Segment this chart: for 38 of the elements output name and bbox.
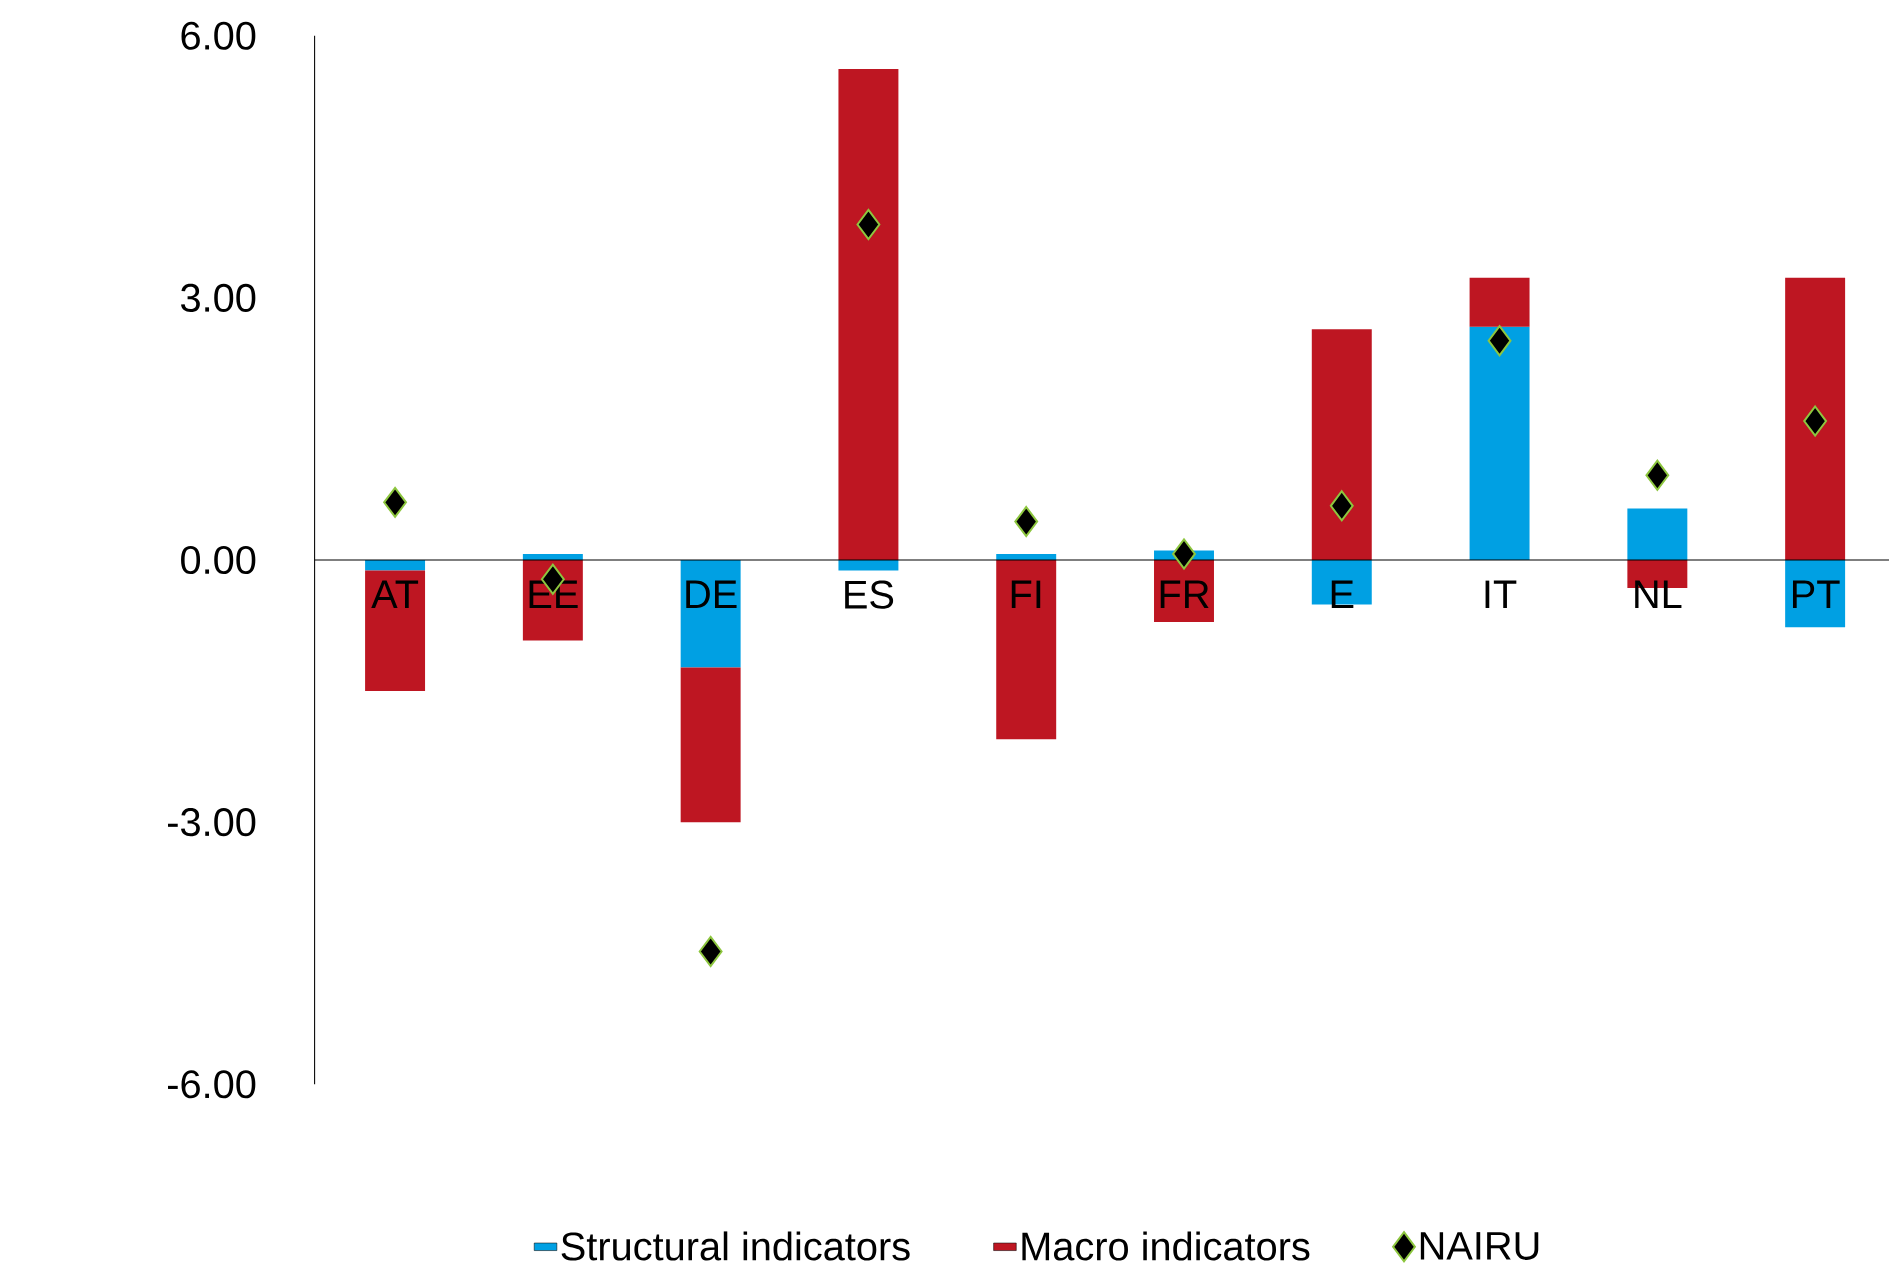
point [856, 208, 881, 240]
x-tick-label: NL [1635, 580, 1682, 608]
bar [1469, 326, 1530, 560]
bar [1785, 277, 1846, 560]
legend-label: Macro indicators [1022, 1231, 1310, 1261]
bar [365, 559, 426, 571]
point [1014, 505, 1039, 537]
bar [838, 68, 899, 560]
x-tick-label: FI [1011, 580, 1041, 608]
point [1487, 324, 1512, 357]
bar [680, 667, 741, 822]
x-tick-label: ES [845, 580, 894, 609]
x-tick-label: AT [371, 580, 419, 608]
y-tick-label: -3.00 [168, 807, 256, 837]
bar [1311, 329, 1372, 560]
x-tick-label: E [1331, 580, 1354, 608]
point [1803, 405, 1828, 437]
bar [1469, 277, 1530, 327]
y-tick-label: -6.00 [168, 1069, 256, 1099]
y-tick-label: 0.00 [181, 545, 256, 574]
bar [365, 570, 426, 691]
point [698, 935, 723, 967]
bar [680, 559, 741, 668]
bar [996, 559, 1057, 739]
y-tick-label: 3.00 [181, 283, 256, 312]
legend-label: Structural indicators [561, 1231, 910, 1261]
x-tick-label: PT [1792, 580, 1840, 608]
point [1645, 459, 1670, 491]
legend-label: NAIRU [1420, 1231, 1539, 1260]
x-tick-label: FR [1160, 580, 1209, 608]
x-tick-label: DE [686, 580, 737, 608]
x-tick-label: IT [1485, 580, 1517, 608]
point [1172, 538, 1196, 570]
point [1329, 490, 1354, 522]
bar [1627, 508, 1688, 560]
point [383, 486, 408, 518]
bar [838, 559, 899, 571]
y-tick-label: 6.00 [181, 21, 256, 50]
